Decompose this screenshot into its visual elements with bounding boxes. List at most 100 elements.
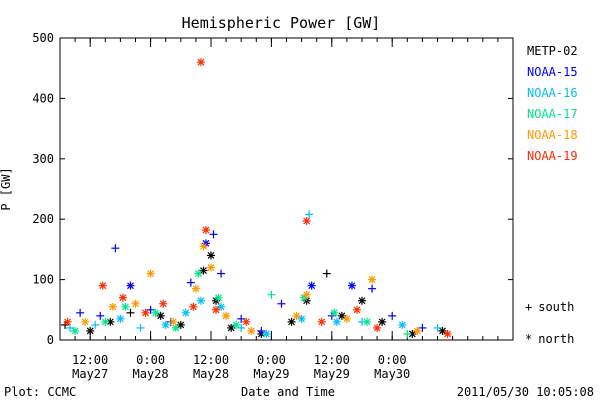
footer-timestamp: 2011/05/30 10:05:08 (457, 385, 594, 399)
data-point (297, 314, 306, 323)
data-point (232, 320, 241, 329)
y-tick-label: 100 (32, 273, 54, 287)
marker-legend-south: + south (525, 300, 574, 314)
marker-legend: + south * north (525, 300, 574, 346)
x-tick-date-label: May29 (314, 367, 350, 381)
data-point (159, 299, 168, 308)
legend: METP-02 NOAA-15 NOAA-16 NOAA-17 NOAA-18 NOAA-… (527, 44, 578, 163)
legend-entry: NOAA-17 (527, 107, 578, 121)
data-point (307, 281, 316, 290)
data-point (186, 278, 195, 287)
data-point (247, 326, 256, 335)
data-point (330, 308, 339, 317)
data-point (358, 296, 366, 305)
data-point (207, 263, 215, 272)
y-tick-label: 400 (32, 91, 54, 105)
data-point (443, 329, 452, 338)
data-point (98, 281, 107, 290)
data-point (156, 311, 165, 320)
data-point (171, 323, 180, 332)
data-point (302, 217, 311, 226)
y-tick-label: 500 (32, 31, 54, 45)
chart-title: Hemispheric Power [GW] (182, 14, 381, 32)
data-point (214, 293, 223, 302)
data-point (63, 317, 72, 326)
data-point (201, 226, 210, 235)
data-point (176, 320, 185, 329)
y-axis-ticks: 0 100 200 300 400 500 (32, 31, 513, 347)
data-point (111, 244, 120, 253)
data-point (207, 251, 215, 260)
data-point (209, 230, 218, 239)
data-point (126, 281, 135, 290)
data-point (146, 269, 155, 278)
data-point (277, 299, 286, 308)
x-tick-date-label: May30 (374, 367, 410, 381)
data-point (287, 317, 296, 326)
data-point (81, 317, 90, 326)
data-point (96, 311, 105, 320)
data-point (347, 281, 356, 290)
marker-legend-north: * north (525, 332, 574, 346)
data-point (317, 317, 326, 326)
y-tick-label: 300 (32, 152, 54, 166)
legend-entry: METP-02 (527, 44, 578, 58)
data-point (101, 317, 110, 326)
data-point (433, 323, 442, 332)
data-point (388, 311, 397, 320)
data-point (126, 308, 135, 317)
data-point (262, 329, 271, 338)
data-point (91, 320, 100, 329)
data-points (61, 58, 452, 338)
x-tick-label: 0:00 (378, 353, 407, 367)
data-point (222, 311, 231, 320)
data-point (199, 266, 208, 275)
x-tick-label: 12:00 (314, 353, 350, 367)
data-point (368, 275, 377, 284)
data-point (191, 284, 200, 293)
legend-entry: NOAA-16 (527, 86, 578, 100)
data-point (292, 311, 301, 320)
y-axis-label: P [GW] (0, 167, 13, 210)
data-point (141, 308, 150, 317)
data-point (131, 299, 140, 308)
data-point (181, 308, 190, 317)
data-point (212, 305, 221, 314)
data-point (136, 323, 145, 332)
data-point (76, 308, 85, 317)
data-point (305, 210, 314, 219)
x-tick-label: 0:00 (257, 353, 286, 367)
data-point (71, 326, 80, 335)
data-point (413, 326, 422, 335)
y-tick-label: 200 (32, 212, 54, 226)
data-point (196, 296, 205, 305)
x-tick-label: 0:00 (136, 353, 165, 367)
data-point (196, 58, 205, 67)
data-point (322, 269, 331, 278)
footer-source: Plot: CCMC (4, 385, 76, 399)
x-axis-label: Date and Time (241, 385, 335, 399)
legend-entry: NOAA-19 (527, 149, 578, 163)
data-point (86, 326, 95, 335)
data-point (194, 269, 203, 278)
x-axis-ticks: 12:00May270:00May2812:00May280:00May2912… (72, 38, 499, 381)
data-point (403, 329, 412, 338)
x-tick-label: 12:00 (193, 353, 229, 367)
data-point (302, 290, 311, 299)
data-point (267, 290, 276, 299)
data-point (342, 314, 351, 323)
data-point (189, 302, 198, 311)
data-point (121, 302, 130, 311)
data-point (169, 317, 178, 326)
data-point (199, 242, 208, 251)
x-tick-date-label: May28 (133, 367, 169, 381)
legend-entry: NOAA-15 (527, 65, 578, 79)
data-point (368, 284, 377, 293)
data-point (398, 320, 407, 329)
x-tick-date-label: May28 (193, 367, 229, 381)
data-point (378, 317, 387, 326)
data-point (116, 314, 125, 323)
legend-entry: NOAA-18 (527, 128, 578, 142)
data-point (332, 317, 341, 326)
